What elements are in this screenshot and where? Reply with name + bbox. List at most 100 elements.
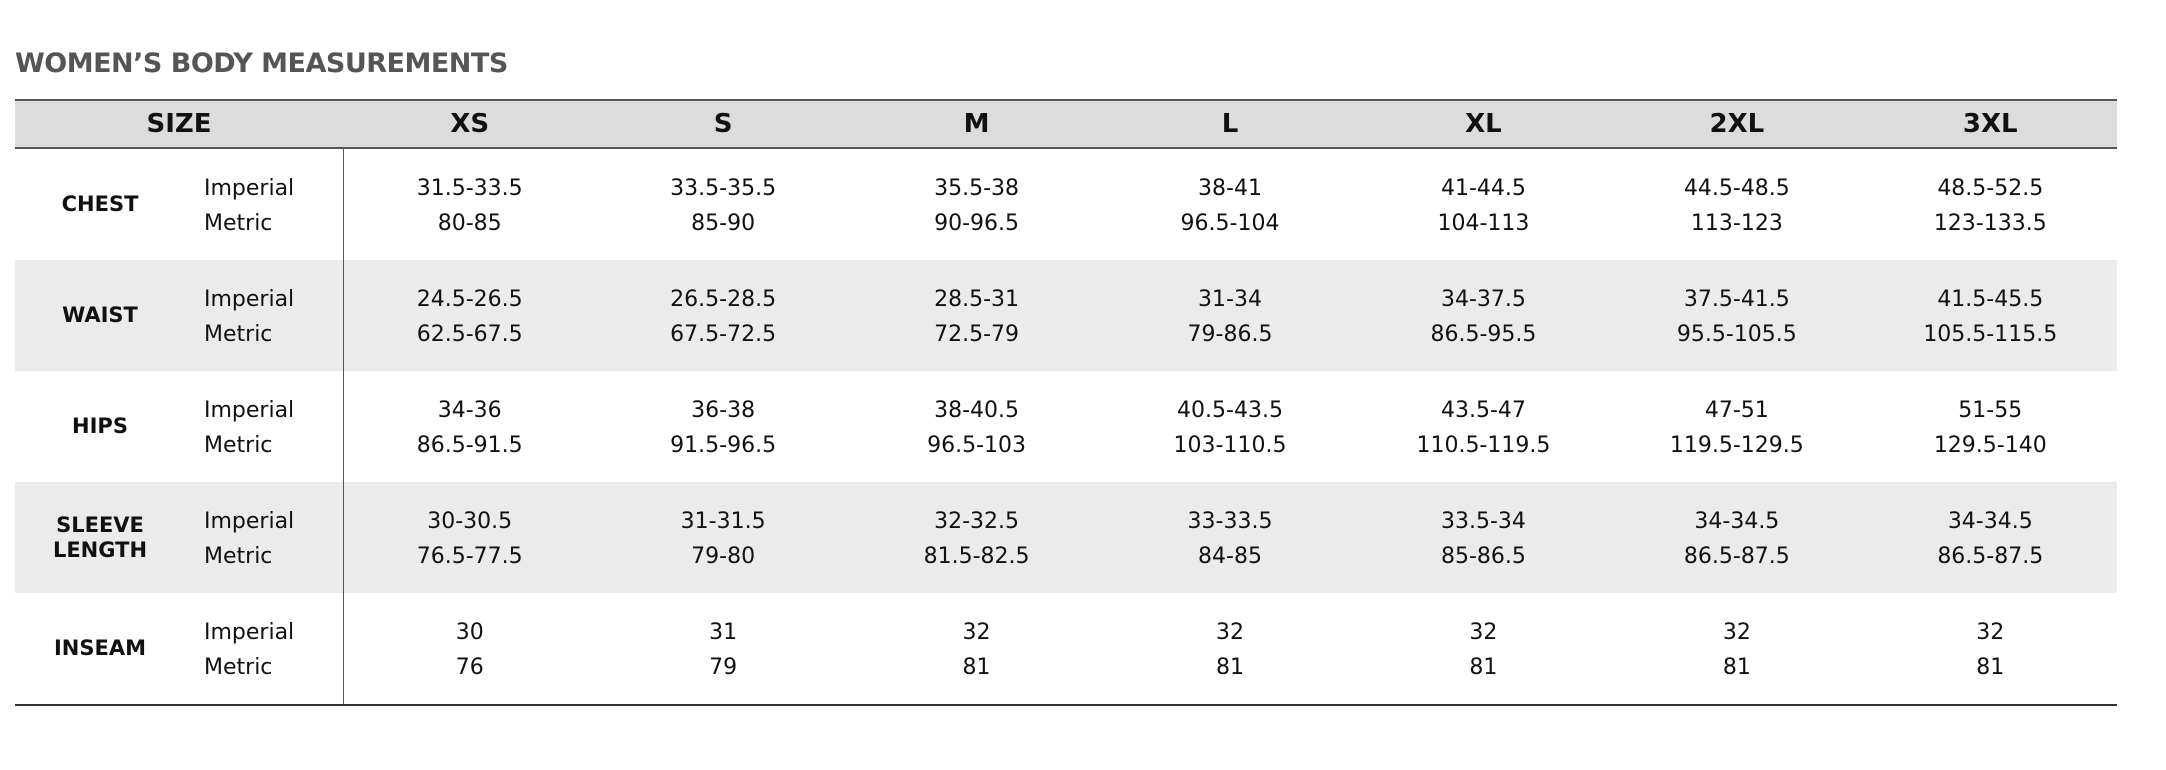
measurement: 110.5-119.5 [1416,433,1551,458]
measurement: 38-41 [1198,176,1262,201]
measurement: 104-113 [1437,211,1530,236]
measurement: 32 [1976,620,2005,645]
measurement: 30 [455,620,484,645]
measurement: 123-133.5 [1933,211,2047,236]
measurement: 32-32.5 [934,509,1020,534]
measurement: 85-86.5 [1440,544,1526,569]
measurement: 32 [1469,620,1498,645]
measurement: 44.5-48.5 [1683,176,1790,201]
measurement: 84-85 [1198,544,1262,569]
row-band [15,482,2117,593]
measurement: 36-38 [691,398,756,423]
row-label-text: CHEST [61,192,139,216]
size-column-header: XL [1465,109,1502,139]
measurement: 81 [1215,655,1244,680]
size-column-header: M [963,109,990,139]
header-bg [15,99,2117,149]
measurement: 28.5-31 [934,287,1020,312]
measurement: 34-36 [437,398,502,423]
size-column-header: 2XL [1709,109,1765,139]
measurement: 96.5-104 [1180,211,1280,236]
measurement: 79 [709,655,738,680]
measurement: 34-34.5 [1947,509,2033,534]
measurement: 30-30.5 [427,509,513,534]
measurement: 32 [1722,620,1751,645]
measurement: 79-80 [691,544,756,569]
measurement: 34-34.5 [1694,509,1780,534]
row-label-text: SLEEVE LENGTH [52,512,148,562]
measurement: 72.5-79 [934,322,1020,347]
unit-label: Imperial [204,287,295,312]
measurement: 81 [962,655,991,680]
unit-label: Metric [204,322,273,347]
size-column-header: S [713,109,733,139]
unit-label: Metric [204,544,273,569]
measurement: 67.5-72.5 [670,322,777,347]
measurement: 81 [1469,655,1498,680]
measurement: 33.5-35.5 [670,176,777,201]
size-column-header: XS [450,109,490,139]
measurement: 86.5-91.5 [416,433,523,458]
measurement: 32 [1215,620,1244,645]
measurement: 86.5-87.5 [1683,544,1790,569]
measurement: 81 [1976,655,2005,680]
bottom-rule [15,704,2117,706]
measurement: 76.5-77.5 [416,544,523,569]
measurement: 81 [1722,655,1751,680]
measurement: 31-31.5 [680,509,766,534]
row-label: HIPS [25,371,175,482]
measurement: 86.5-87.5 [1937,544,2044,569]
measurement: 26.5-28.5 [670,287,777,312]
measurement: 41.5-45.5 [1937,287,2044,312]
row-band [15,260,2117,371]
measurement: 47-51 [1704,398,1769,423]
measurement: 103-110.5 [1173,433,1287,458]
row-label: INSEAM [25,593,175,704]
measurement: 32 [962,620,991,645]
size-header: SIZE [146,109,212,139]
measurement: 37.5-41.5 [1683,287,1790,312]
unit-label: Metric [204,211,273,236]
measurement: 51-55 [1958,398,2023,423]
unit-label: Imperial [204,398,295,423]
measurement: 24.5-26.5 [416,287,523,312]
row-label-text: INSEAM [53,636,146,660]
measurement: 33.5-34 [1440,509,1526,534]
row-label: WAIST [25,260,175,371]
measurement: 113-123 [1690,211,1783,236]
measurement: 79-86.5 [1187,322,1273,347]
measurement: 33-33.5 [1187,509,1273,534]
measurement: 105.5-115.5 [1923,322,2058,347]
divider [343,149,344,704]
measurement: 90-96.5 [934,211,1020,236]
row-label: SLEEVE LENGTH [25,482,175,593]
page-title: WOMEN’S BODY MEASUREMENTS [15,48,508,79]
size-column-header: 3XL [1962,109,2018,139]
measurement: 41-44.5 [1440,176,1526,201]
measurement: 62.5-67.5 [416,322,523,347]
unit-label: Imperial [204,176,295,201]
size-column-header: L [1221,109,1239,139]
measurement: 129.5-140 [1933,433,2047,458]
measurement: 119.5-129.5 [1669,433,1804,458]
unit-label: Metric [204,433,273,458]
measurement: 38-40.5 [934,398,1020,423]
measurement: 35.5-38 [934,176,1020,201]
measurement: 76 [455,655,484,680]
measurement: 80-85 [437,211,502,236]
measurement: 85-90 [691,211,756,236]
measurement: 96.5-103 [927,433,1027,458]
unit-label: Imperial [204,509,295,534]
measurement: 40.5-43.5 [1177,398,1283,423]
measurement: 48.5-52.5 [1937,176,2044,201]
row-label: CHEST [25,149,175,260]
measurement: 34-37.5 [1440,287,1526,312]
row-label-text: WAIST [62,303,138,327]
measurement: 95.5-105.5 [1676,322,1797,347]
measurement: 86.5-95.5 [1430,322,1537,347]
unit-label: Imperial [204,620,295,645]
measurement: 43.5-47 [1440,398,1526,423]
measurement: 31 [709,620,738,645]
measurement: 91.5-96.5 [670,433,777,458]
